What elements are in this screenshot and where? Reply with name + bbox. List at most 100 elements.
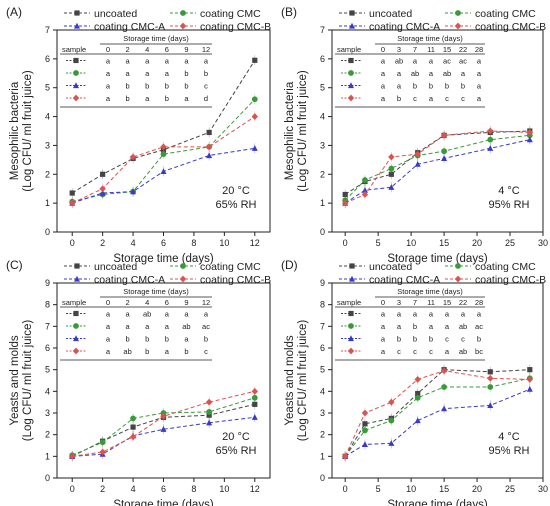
table-sample-header: sample <box>62 45 86 54</box>
x-tick-label: 2 <box>100 484 105 494</box>
plot-frame <box>331 282 544 479</box>
table-cell: a <box>429 310 434 319</box>
legend-marker <box>74 275 80 282</box>
data-point <box>206 419 213 426</box>
y-tick-label: 1 <box>45 198 50 208</box>
condition-humidity: 95% RH <box>489 199 530 211</box>
data-point <box>361 186 368 193</box>
x-tick-label: 6 <box>161 238 166 248</box>
data-point <box>388 171 394 177</box>
table-cell: a <box>381 57 386 66</box>
y-tick-label: 5 <box>320 365 325 375</box>
chart-panel-2: (B) uncoated coating CMC coating CMC-A coati… <box>281 5 548 265</box>
legend-marker <box>180 263 186 269</box>
condition-humidity: 65% RH <box>216 199 257 211</box>
table-title: Storage time (days) <box>397 34 463 43</box>
data-point <box>527 367 533 373</box>
data-point <box>129 433 137 441</box>
table-row-marker <box>72 94 80 102</box>
table-title: Storage time (days) <box>397 287 463 296</box>
table-cell: ac <box>459 57 467 66</box>
x-tick-label: 8 <box>191 484 196 494</box>
data-point <box>205 398 213 406</box>
significance-table: Storage time (days)sample 0 2 4 6 9 12a a ab a a aa… <box>60 287 212 361</box>
table-cell: b <box>145 347 149 356</box>
table-row-marker <box>348 310 354 317</box>
series-uncoated <box>69 55 258 199</box>
table-row-marker <box>73 70 79 76</box>
table-cell: b <box>126 335 130 344</box>
table-row-marker <box>73 310 79 317</box>
table-cell: c <box>413 94 417 103</box>
table-cell: a <box>184 94 189 103</box>
x-tick-label: 20 <box>472 238 482 248</box>
series-coating-cmc-a <box>342 134 533 209</box>
data-point <box>130 424 136 430</box>
data-point <box>414 160 421 167</box>
data-point <box>160 426 167 432</box>
table-row-marker <box>347 94 355 102</box>
data-point <box>388 417 395 424</box>
table-column-header: 28 <box>475 298 483 307</box>
y-tick-label: 3 <box>45 140 50 150</box>
y-tick-label: 5 <box>45 83 50 93</box>
table-column-header: 0 <box>106 45 110 54</box>
table-column-header: 9 <box>184 45 188 54</box>
legend-label: uncoated <box>369 8 412 20</box>
table-cell: a <box>477 310 482 319</box>
series-coating-cmc-b <box>341 365 534 462</box>
x-tick-label: 5 <box>376 484 381 494</box>
table-column-header: 4 <box>145 298 149 307</box>
table-column-header: 2 <box>126 45 130 54</box>
condition-humidity: 65% RH <box>216 445 257 457</box>
series-line <box>344 370 530 457</box>
table-cell: a <box>184 335 189 344</box>
table-column-header: 7 <box>413 45 417 54</box>
table-column-header: 15 <box>443 298 451 307</box>
y-tick-label: 6 <box>320 343 325 353</box>
table-column-header: 3 <box>397 298 401 307</box>
legend-marker <box>74 263 80 269</box>
table-cell: b <box>445 82 449 91</box>
x-tick-label: 5 <box>376 238 381 248</box>
table-cell: b <box>126 82 130 91</box>
table-cell: a <box>126 322 131 331</box>
table-cell: a <box>413 310 418 319</box>
legend-label: coating CMC-B <box>200 21 271 33</box>
table-sample-header: sample <box>62 298 86 307</box>
series-coating-cmc-b <box>69 111 258 209</box>
table-cell: ab <box>443 69 451 78</box>
table-cell: a <box>184 310 189 319</box>
data-point <box>362 427 368 434</box>
data-point <box>414 394 421 401</box>
series-line <box>71 116 256 204</box>
data-point <box>342 191 348 198</box>
legend-label: coating CMC-B <box>475 21 546 33</box>
data-point <box>441 384 447 390</box>
legend-marker <box>74 10 80 16</box>
panel-label: (C) <box>6 258 23 272</box>
table-cell: a <box>165 310 170 319</box>
legend: uncoated coating CMC coating CMC-A coating … <box>339 8 546 33</box>
legend-label: coating CMC-A <box>94 21 165 33</box>
legend-marker <box>349 10 355 16</box>
data-point <box>441 405 448 412</box>
legend-label: coating CMC-A <box>369 21 440 33</box>
table-cell: b <box>126 94 130 103</box>
table-column-header: 3 <box>397 45 401 54</box>
data-point <box>69 452 76 460</box>
table-cell: a <box>165 347 170 356</box>
table-column-header: 6 <box>165 298 169 307</box>
y-tick-label: 7 <box>45 321 50 331</box>
table-cell: b <box>461 82 465 91</box>
data-point <box>100 171 106 177</box>
data-point <box>487 127 494 135</box>
condition-temperature: 20 °C <box>222 185 250 197</box>
table-cell: a <box>477 57 482 66</box>
table-cell: bc <box>475 347 483 356</box>
x-tick-label: 8 <box>191 238 196 248</box>
table-cell: c <box>397 347 401 356</box>
legend-label: coating CMC-A <box>94 274 165 286</box>
y-tick-label: 2 <box>320 169 325 179</box>
table-column-header: 4 <box>145 45 149 54</box>
